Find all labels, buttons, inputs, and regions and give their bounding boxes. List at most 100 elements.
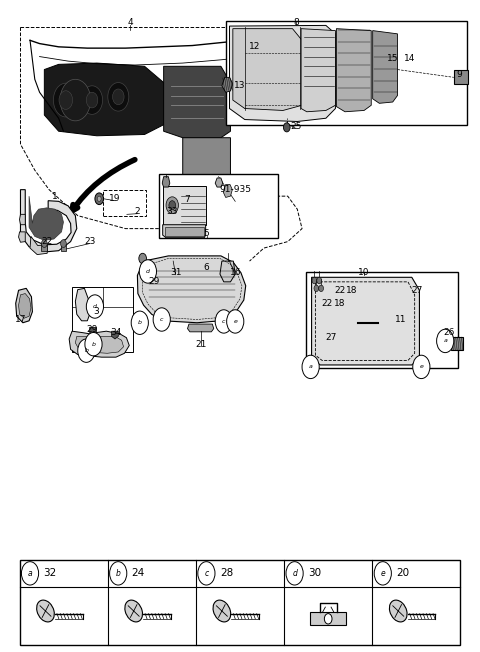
Polygon shape: [60, 244, 66, 251]
Circle shape: [153, 308, 170, 331]
Circle shape: [317, 277, 322, 284]
Text: 14: 14: [404, 54, 416, 63]
Text: 29: 29: [86, 325, 98, 334]
Polygon shape: [21, 190, 77, 252]
Polygon shape: [162, 177, 170, 187]
Circle shape: [109, 561, 127, 585]
Text: 32: 32: [43, 569, 57, 578]
Polygon shape: [223, 185, 232, 198]
Circle shape: [198, 561, 215, 585]
Text: d: d: [146, 269, 150, 274]
Polygon shape: [112, 331, 118, 339]
Text: 4: 4: [127, 18, 133, 27]
Polygon shape: [164, 67, 230, 138]
Circle shape: [41, 240, 47, 248]
Circle shape: [286, 561, 303, 585]
Text: 31: 31: [170, 268, 181, 277]
Text: 22: 22: [41, 237, 52, 246]
Text: 1: 1: [52, 192, 58, 201]
Text: 19: 19: [109, 194, 120, 203]
Polygon shape: [220, 261, 235, 282]
Text: 8: 8: [293, 18, 299, 27]
Circle shape: [139, 259, 156, 283]
Bar: [103, 190, 145, 216]
Circle shape: [60, 240, 66, 248]
Circle shape: [53, 83, 78, 117]
Polygon shape: [301, 29, 336, 111]
Text: 22: 22: [335, 286, 346, 295]
Circle shape: [312, 277, 317, 284]
Text: 28: 28: [220, 569, 233, 578]
Text: a: a: [28, 569, 32, 578]
Text: 3: 3: [93, 307, 99, 316]
Bar: [306, 272, 457, 368]
Circle shape: [86, 295, 104, 318]
Polygon shape: [75, 288, 90, 321]
Bar: [165, 228, 204, 237]
Polygon shape: [163, 225, 205, 238]
Bar: [454, 70, 468, 85]
Bar: [451, 337, 463, 350]
Bar: [226, 21, 467, 125]
Text: b: b: [138, 320, 142, 325]
Text: 15: 15: [387, 54, 398, 63]
Text: 20: 20: [396, 569, 409, 578]
Text: c: c: [222, 319, 226, 324]
Text: 23: 23: [84, 237, 96, 246]
Polygon shape: [29, 196, 63, 241]
Polygon shape: [41, 244, 47, 251]
Text: 18: 18: [347, 286, 358, 295]
Text: 12: 12: [249, 42, 260, 52]
Polygon shape: [137, 256, 246, 323]
Text: 2: 2: [134, 207, 140, 216]
Text: 22: 22: [322, 299, 333, 308]
Polygon shape: [19, 232, 25, 243]
Text: 91-935: 91-935: [219, 185, 251, 194]
Polygon shape: [188, 324, 214, 332]
Text: 27: 27: [411, 286, 422, 295]
Polygon shape: [30, 237, 47, 254]
Text: 10: 10: [359, 268, 370, 277]
Text: c: c: [204, 569, 208, 578]
Text: 5: 5: [204, 229, 209, 238]
Polygon shape: [19, 293, 31, 318]
Circle shape: [86, 92, 98, 108]
Circle shape: [59, 91, 72, 110]
Polygon shape: [312, 277, 420, 365]
Text: d: d: [93, 304, 97, 309]
Circle shape: [302, 355, 319, 379]
Polygon shape: [230, 40, 307, 95]
Circle shape: [22, 561, 38, 585]
Text: e: e: [233, 319, 237, 324]
Bar: [240, 57, 288, 83]
Text: d: d: [292, 569, 297, 578]
Polygon shape: [215, 178, 223, 187]
Polygon shape: [75, 336, 123, 353]
Text: 17: 17: [15, 315, 26, 324]
Bar: [159, 174, 278, 238]
Text: b: b: [116, 569, 120, 578]
Text: 26: 26: [444, 328, 455, 337]
Text: 9: 9: [456, 70, 462, 79]
Text: 34: 34: [110, 328, 121, 337]
Text: 33: 33: [167, 207, 178, 216]
Circle shape: [95, 193, 104, 205]
Circle shape: [437, 329, 454, 353]
Polygon shape: [222, 78, 233, 93]
Circle shape: [319, 285, 324, 291]
Polygon shape: [44, 63, 164, 136]
Bar: [20, 559, 460, 645]
Polygon shape: [20, 215, 25, 225]
Polygon shape: [16, 288, 33, 323]
Text: c: c: [160, 317, 163, 322]
Text: 6: 6: [204, 263, 209, 272]
Text: 29: 29: [148, 277, 160, 286]
Text: 27: 27: [325, 333, 336, 342]
Circle shape: [131, 311, 148, 334]
Ellipse shape: [125, 600, 143, 622]
Polygon shape: [90, 327, 96, 335]
Text: 30: 30: [308, 569, 321, 578]
Circle shape: [314, 285, 319, 291]
Text: a: a: [309, 364, 312, 370]
Circle shape: [78, 339, 95, 363]
